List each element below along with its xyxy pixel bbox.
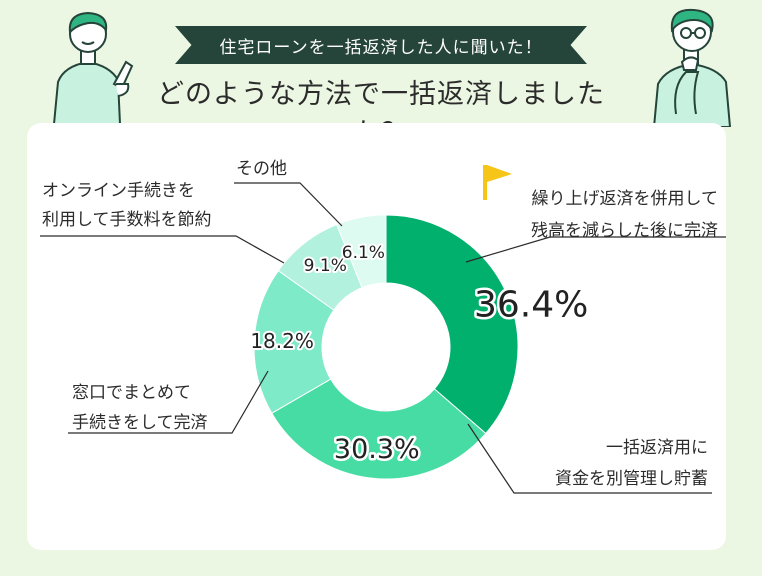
pie-slice-1: [271, 378, 487, 480]
pie-slice-2: [253, 269, 335, 414]
callout-line-4: [234, 182, 343, 227]
value-label-1: 30.3%: [334, 434, 420, 465]
banner-text: 住宅ローンを一括返済した人に聞いた！: [219, 37, 543, 58]
person-right-illustration: [652, 8, 732, 127]
category-label-2-0: 窓口でまとめて: [72, 383, 191, 403]
pie-slice-4: [336, 214, 387, 289]
person-left-illustration: [52, 11, 134, 124]
category-label-3-0: オンライン手続きを: [42, 181, 195, 201]
category-label-0-0: 繰り上げ返済を併用して: [532, 189, 719, 209]
pie-slice-0: [385, 214, 519, 435]
category-label-0-1: 残高を減らした後に完済: [531, 221, 718, 241]
value-label-4: 6.1%: [342, 243, 385, 263]
category-label-3-1: 利用して手数料を節約: [42, 210, 212, 230]
title-banner: 住宅ローンを一括返済した人に聞いた！: [175, 26, 587, 64]
callout-line-1: [467, 423, 712, 494]
callout-line-0: [465, 236, 726, 263]
flag-icon: [483, 165, 512, 200]
category-label-1-0: 一括返済用に: [606, 438, 708, 458]
value-label-2: 18.2%: [250, 329, 314, 353]
category-label-1-1: 資金を別管理し貯蓄: [555, 469, 708, 489]
category-label-2-1: 手続きをして完済: [72, 413, 208, 433]
callout-line-3: [40, 235, 285, 264]
category-label-4-0: その他: [236, 159, 287, 179]
value-label-3: 9.1%: [304, 256, 347, 276]
callout-line-2: [68, 370, 269, 434]
value-label-0: 36.4%: [474, 284, 588, 325]
